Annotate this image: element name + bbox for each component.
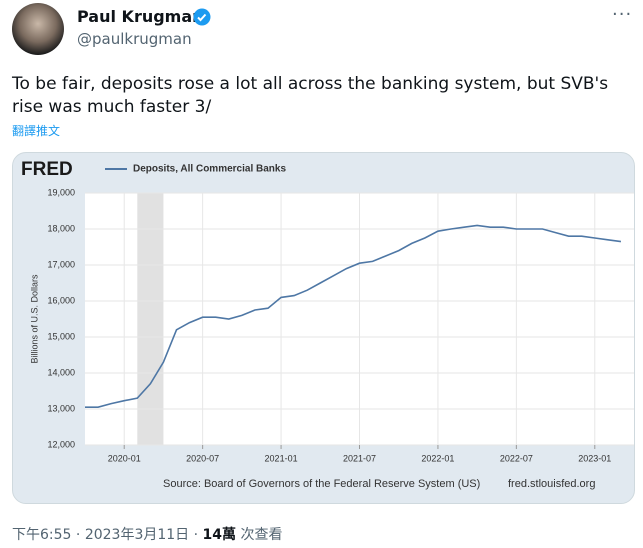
date[interactable]: 2023年3月11日 bbox=[84, 527, 190, 543]
fred-logo: FRED bbox=[21, 159, 73, 180]
y-axis-label: Billions of U.S. Dollars bbox=[29, 274, 39, 364]
y-tick-label: 16,000 bbox=[47, 295, 75, 305]
y-tick-label: 17,000 bbox=[47, 259, 75, 269]
source-text: Source: Board of Governors of the Federa… bbox=[163, 478, 480, 490]
source-url[interactable]: fred.stlouisfed.org bbox=[508, 478, 595, 490]
x-tick-label: 2022-07 bbox=[500, 453, 533, 463]
view-label: 次查看 bbox=[240, 527, 283, 543]
x-tick-label: 2020-01 bbox=[108, 453, 141, 463]
tweet-meta: 下午6:55 · 2023年3月11日 · 14萬 次查看 bbox=[12, 524, 282, 544]
legend-label: Deposits, All Commercial Banks bbox=[133, 164, 286, 175]
view-count: 14萬 bbox=[202, 527, 237, 543]
x-tick-label: 2020-07 bbox=[186, 453, 219, 463]
translate-link[interactable]: 翻譯推文 bbox=[12, 124, 61, 138]
chart: FRED Billions of U.S. Dollars Source: Bo… bbox=[21, 159, 634, 490]
y-tick-label: 12,000 bbox=[47, 439, 75, 449]
x-tick-label: 2021-01 bbox=[265, 453, 298, 463]
verified-badge bbox=[193, 8, 211, 26]
chart-card[interactable]: FRED Billions of U.S. Dollars Source: Bo… bbox=[12, 152, 635, 504]
separator: · bbox=[75, 527, 81, 543]
author-name[interactable]: Paul Krugman bbox=[77, 7, 204, 26]
author-handle[interactable]: @paulkrugman bbox=[77, 30, 192, 48]
y-tick-label: 14,000 bbox=[47, 367, 75, 377]
x-tick-label: 2021-07 bbox=[343, 453, 376, 463]
avatar[interactable] bbox=[12, 3, 64, 55]
y-tick-label: 15,000 bbox=[47, 331, 75, 341]
data-line bbox=[85, 224, 622, 408]
x-tick-label: 2023-01 bbox=[578, 453, 611, 463]
recession-shade bbox=[137, 193, 164, 445]
tweet-text: To be fair, deposits rose a lot all acro… bbox=[12, 74, 609, 117]
y-tick-label: 18,000 bbox=[47, 223, 75, 233]
more-button[interactable]: ··· bbox=[612, 4, 633, 25]
x-tick-label: 2022-01 bbox=[421, 453, 454, 463]
time[interactable]: 下午6:55 bbox=[12, 527, 72, 543]
separator: · bbox=[193, 527, 199, 543]
y-tick-label: 13,000 bbox=[47, 403, 75, 413]
y-tick-label: 19,000 bbox=[47, 187, 75, 197]
